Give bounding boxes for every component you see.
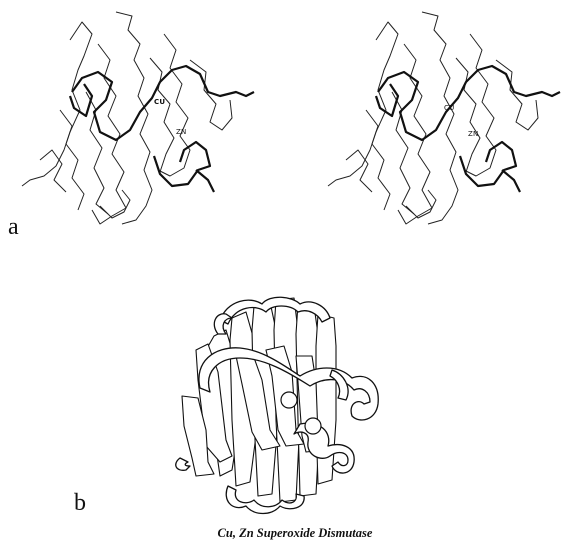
- zinc-ion: [305, 418, 321, 434]
- zn-label-left: ZN: [176, 128, 186, 136]
- cu-label-left: CU: [154, 98, 165, 106]
- loop-upper-left: [214, 314, 232, 334]
- panel-label-b: b: [74, 490, 86, 517]
- zn-label-right: ZN: [468, 130, 478, 138]
- panel-label-a: a: [8, 214, 19, 241]
- beta-barrel: [182, 298, 336, 502]
- figure-caption: Cu, Zn Superoxide Dismutase: [150, 526, 440, 541]
- copper-ion: [281, 392, 297, 408]
- cu-label-right: CU: [444, 104, 454, 112]
- loop-lower-left: [176, 458, 190, 470]
